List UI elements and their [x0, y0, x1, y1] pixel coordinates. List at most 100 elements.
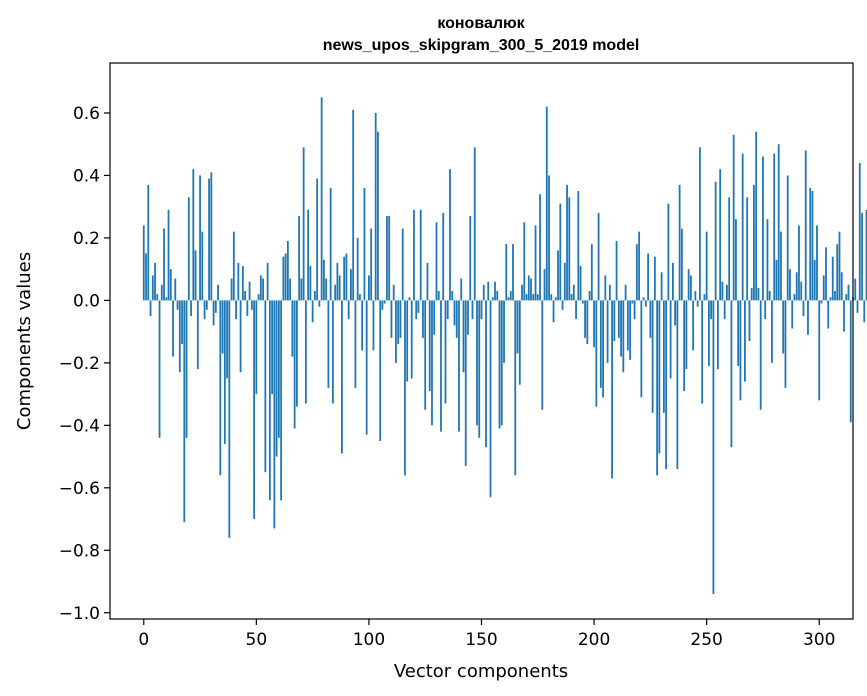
bar-18 [183, 300, 186, 523]
bar-78 [318, 300, 321, 307]
bar-280 [773, 153, 776, 301]
bar-4 [151, 275, 154, 301]
bar-264 [737, 300, 740, 366]
bar-219 [635, 244, 638, 301]
y-tick-label-8: −1.0 [59, 604, 100, 624]
bar-41 [235, 300, 237, 320]
bar-107 [383, 300, 386, 304]
bar-196 [584, 300, 586, 338]
bar-271 [753, 184, 755, 301]
bar-230 [660, 272, 663, 301]
bar-52 [259, 275, 262, 301]
bar-301 [820, 300, 823, 304]
bar-152 [485, 300, 487, 448]
bar-160 [503, 300, 505, 363]
bar-235 [671, 262, 674, 301]
bar-172 [530, 278, 532, 301]
bar-21 [190, 300, 192, 317]
bar-312 [845, 294, 848, 301]
bar-47 [248, 281, 251, 301]
bar-11 [167, 209, 170, 301]
bar-73 [307, 209, 310, 301]
bar-75 [311, 300, 314, 323]
bar-237 [676, 300, 679, 470]
bar-63 [284, 253, 287, 301]
bar-44 [241, 266, 244, 301]
bar-186 [561, 300, 564, 310]
bar-188 [566, 184, 568, 301]
bar-225 [649, 300, 652, 338]
bar-25 [199, 175, 201, 301]
bar-35 [221, 300, 224, 354]
bar-183 [554, 297, 557, 301]
bar-256 [719, 169, 722, 301]
bar-140 [458, 300, 460, 432]
bar-153 [487, 281, 490, 301]
bar-293 [802, 300, 805, 317]
bar-208 [611, 300, 613, 479]
bar-147 [473, 147, 476, 301]
bar-191 [572, 284, 575, 301]
bar-234 [669, 300, 672, 379]
bar-135 [446, 300, 449, 320]
bar-105 [379, 300, 382, 441]
bar-121 [415, 300, 418, 320]
bar-314 [849, 300, 852, 423]
bar-24 [196, 300, 199, 370]
bar-30 [210, 172, 213, 301]
bar-179 [545, 106, 548, 301]
bar-141 [460, 278, 463, 301]
bar-156 [494, 281, 496, 301]
bar-307 [834, 291, 836, 301]
bar-142 [462, 300, 465, 373]
bar-67 [293, 300, 296, 429]
bar-240 [683, 300, 686, 391]
bar-74 [309, 266, 312, 301]
bar-187 [563, 262, 566, 301]
bar-313 [847, 284, 850, 301]
bar-190 [570, 294, 573, 301]
bar-286 [786, 175, 789, 301]
bar-92 [350, 269, 352, 301]
bar-249 [703, 294, 706, 301]
bar-50 [255, 300, 258, 395]
bar-222 [642, 297, 645, 301]
bar-292 [800, 281, 803, 301]
bar-242 [687, 269, 690, 301]
bar-226 [651, 300, 654, 413]
y-tick-label-5: −0.4 [59, 416, 100, 436]
bar-0 [142, 225, 145, 301]
bar-81 [325, 278, 328, 301]
bar-12 [169, 269, 172, 301]
bar-159 [500, 300, 503, 426]
bar-58 [273, 300, 276, 529]
bar-83 [329, 187, 332, 301]
x-tick-label-100: 100 [353, 630, 385, 650]
bar-174 [534, 225, 537, 301]
bar-37 [226, 300, 228, 379]
bar-39 [230, 278, 233, 301]
bar-311 [843, 300, 845, 332]
bar-106 [381, 300, 384, 310]
bar-55 [266, 262, 269, 301]
bar-185 [559, 203, 562, 301]
bar-69 [298, 216, 301, 301]
bar-97 [361, 300, 364, 351]
bar-96 [359, 294, 361, 301]
y-tick-label-7: −0.8 [59, 541, 100, 561]
bar-70 [300, 278, 303, 301]
bar-236 [674, 300, 677, 326]
bar-108 [386, 216, 388, 301]
bar-38 [228, 300, 231, 538]
bar-194 [579, 266, 582, 301]
bar-269 [748, 300, 751, 341]
bar-279 [771, 300, 773, 363]
bar-56 [268, 300, 271, 501]
bar-211 [617, 300, 620, 338]
x-tick-label-150: 150 [465, 630, 497, 650]
bar-253 [712, 300, 715, 595]
bar-243 [689, 275, 692, 301]
plot-frame [109, 62, 854, 620]
bar-31 [212, 300, 215, 326]
bar-2 [147, 184, 150, 301]
